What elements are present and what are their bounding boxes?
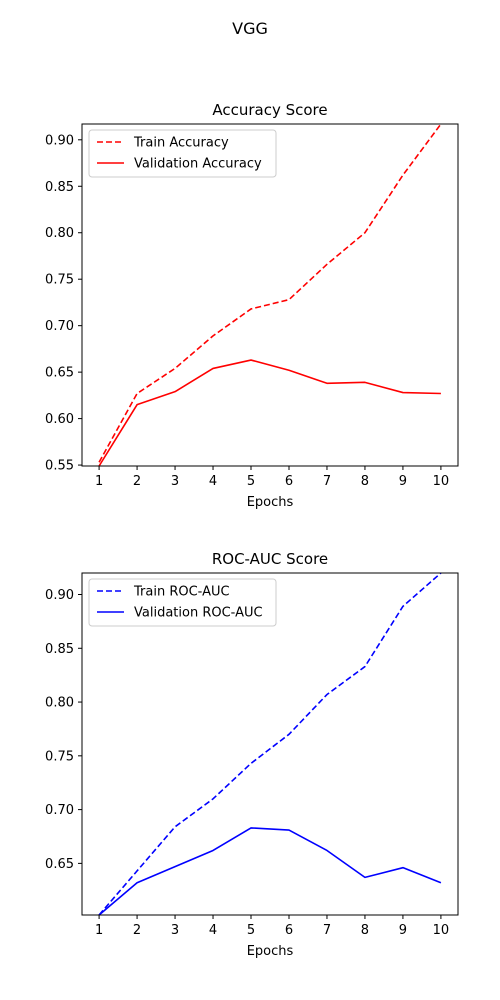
legend-box <box>88 578 277 627</box>
x-axis-label: Epochs <box>247 944 294 959</box>
x-tick-label: 10 <box>433 923 450 938</box>
y-tick-label: 0.85 <box>45 642 74 657</box>
legend-label-train-accuracy: Train Accuracy <box>133 136 229 151</box>
y-tick-label: 0.75 <box>45 273 74 288</box>
legend: Train ROC-AUC Validation ROC-AUC <box>88 578 277 627</box>
x-tick-label: 6 <box>285 923 293 938</box>
series-line-validation-accuracy <box>98 359 441 467</box>
x-tick-label: 10 <box>433 474 450 489</box>
x-tick-label: 2 <box>133 474 141 489</box>
x-axis-label: Epochs <box>247 495 294 510</box>
y-tick-label: 0.75 <box>45 749 74 764</box>
legend-label-validation-roc-auc: Validation ROC-AUC <box>134 606 263 621</box>
chart-title: ROC-AUC Score <box>212 550 328 568</box>
legend-box <box>88 129 277 178</box>
chart-title: Accuracy Score <box>212 101 327 119</box>
y-tick-label: 0.90 <box>45 133 74 148</box>
x-tick-label: 5 <box>247 474 255 489</box>
x-tick-label: 7 <box>323 923 331 938</box>
x-tick-label: 3 <box>171 923 179 938</box>
x-tick-label: 9 <box>399 474 407 489</box>
series-line-train-roc-auc <box>98 572 442 916</box>
y-tick-label: 0.70 <box>45 803 74 818</box>
x-tick-label: 9 <box>399 923 407 938</box>
chart-roc-auc-score: ROC-AUC Score 1 2 3 4 5 6 7 8 9 10 0.65 0.70 0.75 0.80… <box>45 550 459 959</box>
y-tick-label: 0.90 <box>45 588 74 603</box>
series-line-train-accuracy <box>98 123 442 463</box>
x-tick-label: 8 <box>361 474 369 489</box>
x-tick-label: 5 <box>247 923 255 938</box>
plot-frame <box>81 572 459 916</box>
x-tick-label: 8 <box>361 923 369 938</box>
x-tick-label: 4 <box>209 923 217 938</box>
legend-label-train-roc-auc: Train ROC-AUC <box>133 585 230 600</box>
x-tick-label: 4 <box>209 474 217 489</box>
y-tick-label: 0.70 <box>45 319 74 334</box>
x-tick-label: 2 <box>133 923 141 938</box>
legend: Train Accuracy Validation Accuracy <box>88 129 277 178</box>
y-tick-label: 0.55 <box>45 459 74 474</box>
figure-title: VGG <box>232 19 268 38</box>
y-tick-label: 0.60 <box>45 412 74 427</box>
legend-label-validation-accuracy: Validation Accuracy <box>134 157 262 172</box>
y-tick-label: 0.80 <box>45 226 74 241</box>
y-tick-label: 0.65 <box>45 857 74 872</box>
y-tick-label: 0.85 <box>45 180 74 195</box>
x-tick-label: 7 <box>323 474 331 489</box>
chart-accuracy-score: Accuracy Score 1 2 3 4 5 6 7 8 9 10 0.55 0.60 0.65 0.7… <box>45 101 459 510</box>
series-line-validation-roc-auc <box>98 827 442 916</box>
x-tick-label: 1 <box>95 923 103 938</box>
y-tick-label: 0.80 <box>45 696 74 711</box>
x-tick-label: 1 <box>95 474 103 489</box>
x-tick-label: 6 <box>285 474 293 489</box>
plot-frame <box>81 123 459 467</box>
y-tick-label: 0.65 <box>45 366 74 381</box>
x-tick-label: 3 <box>171 474 179 489</box>
